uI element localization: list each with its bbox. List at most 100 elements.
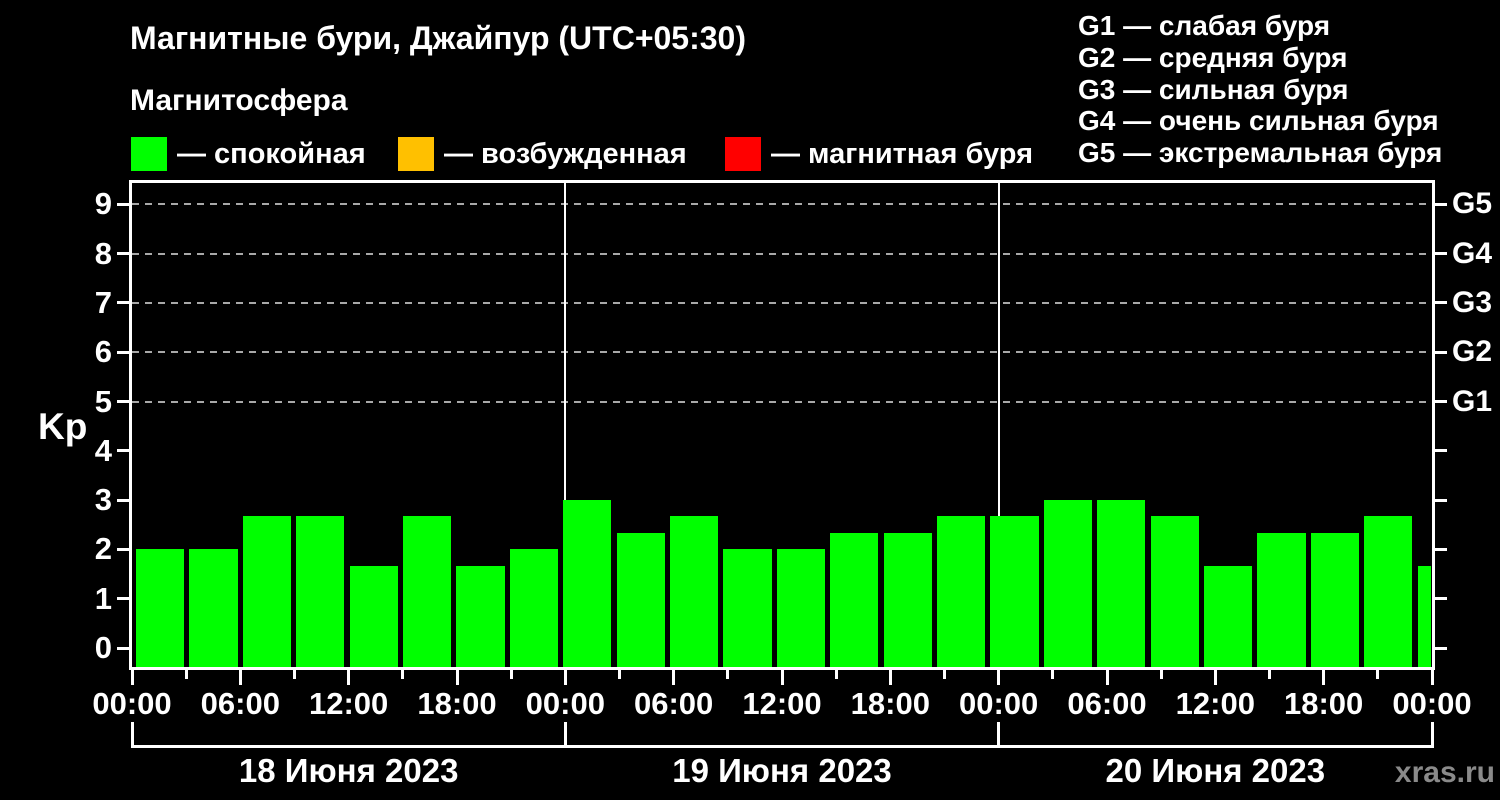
chart-title: Магнитные бури, Джайпур (UTC+05:30) — [130, 20, 746, 56]
kp-bar — [1097, 500, 1146, 667]
x-tick-label: 18:00 — [850, 686, 930, 721]
plot-frame — [129, 180, 1435, 670]
x-axis-minor-tick — [943, 670, 946, 679]
kp-bar — [776, 549, 826, 667]
y-axis-tick — [117, 202, 129, 206]
y-axis-tick-right — [1435, 202, 1447, 206]
gridline-kp8 — [132, 252, 1432, 255]
site-watermark: xras.ru — [1394, 756, 1495, 789]
g-scale-legend: G1 — слабая буря G2 — средняя буря G3 — си… — [1078, 10, 1442, 169]
y-tick-label: 6 — [94, 334, 112, 370]
kp-bar — [1257, 533, 1306, 667]
y-tick-label: 4 — [94, 432, 112, 468]
x-axis-minor-tick — [1376, 670, 1380, 679]
x-axis-major-tick — [672, 670, 676, 685]
x-axis-major-tick — [563, 670, 567, 685]
kp-bar — [723, 549, 772, 667]
legend-swatch — [398, 137, 434, 171]
g-level-label-g2: G2 — [1452, 335, 1493, 369]
day-bracket-tick — [130, 722, 134, 748]
kp-bar — [456, 565, 505, 667]
x-tick-label: 12:00 — [309, 686, 389, 721]
gridline-kp7 — [132, 301, 1432, 304]
y-tick-label: 9 — [94, 186, 112, 222]
y-axis-tick — [117, 252, 129, 256]
x-axis-major-tick — [1430, 670, 1434, 685]
x-axis-minor-tick — [1051, 670, 1055, 679]
y-axis-tick-right — [1435, 252, 1447, 256]
x-tick-label: 00:00 — [959, 686, 1039, 721]
g-level-label-g1: G1 — [1452, 384, 1493, 418]
kp-bar — [1150, 516, 1199, 667]
y-axis-tick — [117, 350, 129, 354]
kp-bar — [296, 516, 345, 667]
x-axis-minor-tick — [401, 670, 405, 679]
x-tick-label: 18:00 — [417, 686, 497, 721]
y-axis-tick — [117, 547, 129, 551]
x-tick-label: 12:00 — [1175, 686, 1255, 721]
legend-swatch — [131, 137, 167, 171]
x-tick-label: 18:00 — [1284, 686, 1364, 721]
day-label: 18 Июня 2023 — [238, 752, 459, 789]
x-axis-minor-tick — [834, 670, 838, 679]
y-tick-label: 3 — [94, 482, 112, 518]
x-axis-minor-tick — [618, 670, 621, 679]
x-axis-major-tick — [455, 670, 459, 685]
kp-bar — [937, 516, 986, 667]
x-axis-minor-tick — [509, 670, 513, 679]
x-axis-major-tick — [780, 670, 784, 685]
y-tick-label: 0 — [94, 630, 112, 665]
kp-bar — [616, 533, 665, 667]
y-axis-tick — [117, 301, 129, 305]
y-axis-tick-right — [1435, 597, 1447, 601]
x-axis-major-tick — [1105, 670, 1109, 685]
day-bracket — [132, 745, 1432, 748]
day-bracket-tick — [997, 722, 1001, 748]
x-axis-major-tick — [130, 670, 134, 685]
kp-bar — [1364, 516, 1413, 667]
day-bracket-tick — [563, 722, 567, 748]
y-axis-tick-right — [1435, 449, 1447, 453]
kp-bar — [883, 533, 932, 667]
x-tick-label: 06:00 — [1067, 686, 1147, 721]
g-scale-line: G1 — слабая буря — [1078, 10, 1331, 41]
kp-bar — [1204, 565, 1253, 667]
day-label: 20 Июня 2023 — [1105, 752, 1326, 789]
y-axis-tick-right — [1435, 350, 1447, 354]
kp-bar-partial — [1417, 565, 1431, 667]
kp-bar — [1310, 533, 1360, 667]
g-scale-line: G2 — средняя буря — [1078, 41, 1348, 73]
y-axis-tick-right — [1435, 547, 1447, 551]
kp-bar — [403, 516, 452, 667]
x-axis-minor-tick — [184, 670, 188, 679]
g-level-label-g4: G4 — [1452, 236, 1493, 270]
day-label: 19 Июня 2023 — [672, 752, 892, 789]
x-axis-minor-tick — [726, 670, 730, 679]
gridline-kp9 — [132, 203, 1432, 206]
kp-bar — [670, 516, 719, 667]
g-scale-line: G3 — сильная буря — [1078, 73, 1349, 105]
x-tick-label: 00:00 — [92, 686, 172, 721]
g-scale-line: G4 — очень сильная буря — [1078, 105, 1439, 137]
kp-bar — [563, 500, 612, 667]
g-level-label-g3: G3 — [1452, 285, 1493, 319]
day-boundary-line — [564, 183, 567, 667]
magnetosphere-label: Магнитосфера — [130, 84, 348, 117]
y-axis-tick — [117, 498, 129, 502]
x-axis-major-tick — [888, 670, 892, 685]
x-axis-major-tick — [1213, 670, 1217, 685]
y-axis-tick — [117, 597, 129, 601]
kp-bar — [349, 565, 398, 667]
y-axis-tick-right — [1435, 301, 1447, 305]
g-level-label-g5: G5 — [1452, 187, 1493, 221]
gridline-kp5 — [132, 400, 1432, 403]
y-axis-title: Kp — [38, 406, 88, 447]
kp-bar — [509, 549, 559, 667]
day-bracket-tick — [1430, 722, 1434, 748]
legend-swatch — [725, 137, 761, 171]
y-tick-label: 7 — [94, 284, 112, 320]
y-axis-tick-right — [1435, 498, 1447, 502]
legend-label: — магнитная буря — [771, 138, 1034, 170]
day-boundary-line — [997, 183, 1000, 667]
